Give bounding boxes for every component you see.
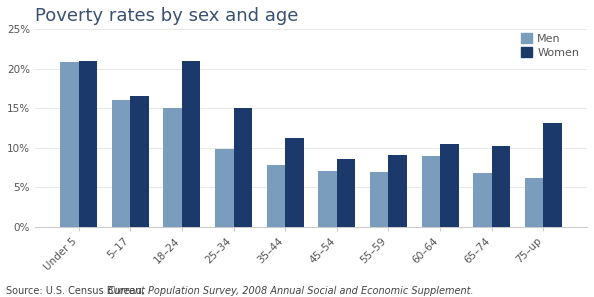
Bar — [318, 171, 337, 227]
Bar — [285, 138, 304, 227]
Bar — [440, 144, 459, 227]
Bar — [422, 156, 440, 227]
Bar — [544, 123, 562, 227]
Text: Poverty rates by sex and age: Poverty rates by sex and age — [35, 7, 298, 25]
Bar — [473, 173, 492, 227]
Bar — [60, 62, 78, 227]
Bar — [130, 97, 149, 227]
Bar — [112, 99, 130, 227]
Bar — [267, 165, 285, 227]
Bar — [78, 61, 97, 227]
Bar — [182, 61, 201, 227]
Bar — [492, 146, 510, 227]
Bar — [525, 178, 544, 227]
Bar — [370, 172, 388, 227]
Bar — [337, 159, 355, 227]
Text: Source: U.S. Census Bureau,: Source: U.S. Census Bureau, — [6, 285, 148, 296]
Bar — [233, 108, 252, 227]
Bar — [388, 155, 407, 227]
Bar — [215, 148, 233, 227]
Bar — [163, 108, 182, 227]
Legend: Men, Women: Men, Women — [519, 31, 582, 60]
Text: Current Population Survey, 2008 Annual Social and Economic Supplement.: Current Population Survey, 2008 Annual S… — [108, 285, 473, 296]
